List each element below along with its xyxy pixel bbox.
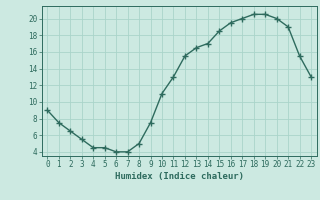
X-axis label: Humidex (Indice chaleur): Humidex (Indice chaleur)	[115, 172, 244, 181]
